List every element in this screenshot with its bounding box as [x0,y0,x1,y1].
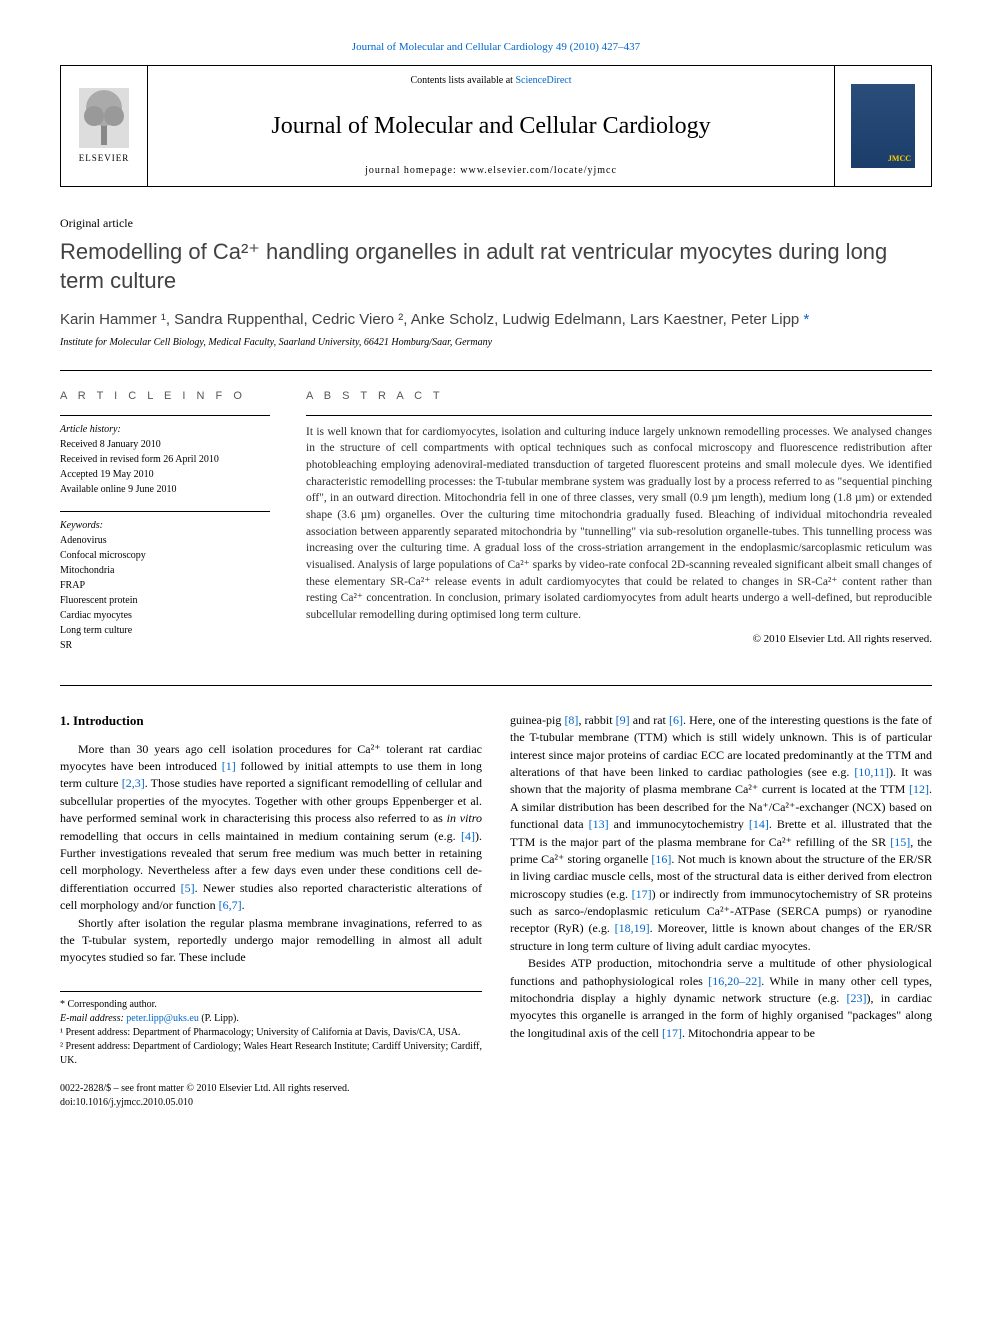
abstract-heading: A B S T R A C T [306,389,932,404]
issn-line: 0022-2828/$ – see front matter © 2010 El… [60,1082,482,1096]
cover-thumbnail [851,84,915,168]
keyword: Adenovirus [60,533,270,548]
keywords-block: Keywords: Adenovirus Confocal microscopy… [60,511,270,653]
keyword: Confocal microscopy [60,548,270,563]
reference-link[interactable]: [8] [564,713,578,727]
reference-link[interactable]: [9] [616,713,630,727]
paragraph: More than 30 years ago cell isolation pr… [60,741,482,915]
reference-link[interactable]: [4] [461,829,475,843]
corresponding-author-note: * Corresponding author. [60,998,482,1012]
reference-link[interactable]: [1] [222,759,236,773]
history-accepted: Accepted 19 May 2010 [60,467,270,482]
right-column: guinea-pig [8], rabbit [9] and rat [6]. … [510,712,932,1110]
section-divider [60,370,932,371]
email-label: E-mail address: [60,1013,126,1024]
keyword: Long term culture [60,623,270,638]
journal-header: ELSEVIER Contents lists available at Sci… [60,65,932,187]
history-received: Received 8 January 2010 [60,437,270,452]
authors-line: Karin Hammer ¹, Sandra Ruppenthal, Cedri… [60,311,803,328]
bottom-matter: 0022-2828/$ – see front matter © 2010 El… [60,1082,482,1110]
corresponding-marker-link[interactable]: * [803,311,809,328]
article-info-heading: A R T I C L E I N F O [60,389,270,404]
paragraph: Shortly after isolation the regular plas… [60,915,482,967]
header-center: Contents lists available at ScienceDirec… [147,66,835,186]
abstract-copyright: © 2010 Elsevier Ltd. All rights reserved… [306,632,932,647]
authors: Karin Hammer ¹, Sandra Ruppenthal, Cedri… [60,309,932,330]
doi-line: doi:10.1016/j.yjmcc.2010.05.010 [60,1096,482,1110]
reference-link[interactable]: [14] [749,817,769,831]
keywords-list: Adenovirus Confocal microscopy Mitochond… [60,533,270,653]
reference-link[interactable]: [18,19] [615,921,650,935]
reference-link[interactable]: [12] [909,782,929,796]
body-columns: 1. Introduction More than 30 years ago c… [60,712,932,1110]
contents-prefix: Contents lists available at [410,75,515,86]
history-online: Available online 9 June 2010 [60,482,270,497]
footnotes: * Corresponding author. E-mail address: … [60,991,482,1068]
publisher-name: ELSEVIER [79,152,130,165]
history-revised: Received in revised form 26 April 2010 [60,452,270,467]
affiliation: Institute for Molecular Cell Biology, Me… [60,336,932,350]
reference-link[interactable]: [23] [847,991,867,1005]
intro-heading: 1. Introduction [60,712,482,731]
email-suffix: (P. Lipp). [199,1013,239,1024]
keywords-label: Keywords: [60,518,270,533]
abstract-text: It is well known that for cardiomyocytes… [306,424,932,624]
reference-link[interactable]: [2,3] [122,776,145,790]
contents-available: Contents lists available at ScienceDirec… [148,74,834,88]
journal-title: Journal of Molecular and Cellular Cardio… [148,110,834,144]
article-history-block: Article history: Received 8 January 2010… [60,415,270,497]
reference-link[interactable]: [16,20–22] [708,974,761,988]
keyword: FRAP [60,578,270,593]
reference-link[interactable]: [6,7] [219,898,242,912]
keyword: Fluorescent protein [60,593,270,608]
abstract-column: A B S T R A C T It is well known that fo… [306,389,932,666]
footnote-2: ² Present address: Department of Cardiol… [60,1040,482,1068]
reference-link[interactable]: [16] [651,852,671,866]
article-info-column: A R T I C L E I N F O Article history: R… [60,389,270,666]
email-link[interactable]: peter.lipp@uks.eu [126,1013,199,1024]
history-label: Article history: [60,422,270,437]
reference-link[interactable]: [10,11] [854,765,889,779]
sciencedirect-link[interactable]: ScienceDirect [515,75,571,86]
email-line: E-mail address: peter.lipp@uks.eu (P. Li… [60,1012,482,1026]
top-citation: Journal of Molecular and Cellular Cardio… [60,40,932,55]
reference-link[interactable]: [5] [181,881,195,895]
paragraph: guinea-pig [8], rabbit [9] and rat [6]. … [510,712,932,955]
article-type: Original article [60,215,932,232]
abstract-divider [306,415,932,416]
body-divider [60,685,932,686]
top-citation-link[interactable]: Journal of Molecular and Cellular Cardio… [352,41,640,53]
info-abstract-row: A R T I C L E I N F O Article history: R… [60,389,932,666]
reference-link[interactable]: [17] [632,887,652,901]
journal-cover [835,66,931,186]
left-column: 1. Introduction More than 30 years ago c… [60,712,482,1110]
article-title: Remodelling of Ca²⁺ handling organelles … [60,238,932,295]
keyword: Mitochondria [60,563,270,578]
elsevier-tree-icon [79,88,129,148]
journal-homepage: journal homepage: www.elsevier.com/locat… [148,164,834,178]
reference-link[interactable]: [15] [890,835,910,849]
paragraph: Besides ATP production, mitochondria ser… [510,955,932,1042]
publisher-logo: ELSEVIER [61,66,147,186]
footnote-1: ¹ Present address: Department of Pharmac… [60,1026,482,1040]
keyword: SR [60,638,270,653]
keyword: Cardiac myocytes [60,608,270,623]
reference-link[interactable]: [6] [669,713,683,727]
reference-link[interactable]: [17] [662,1026,682,1040]
reference-link[interactable]: [13] [589,817,609,831]
